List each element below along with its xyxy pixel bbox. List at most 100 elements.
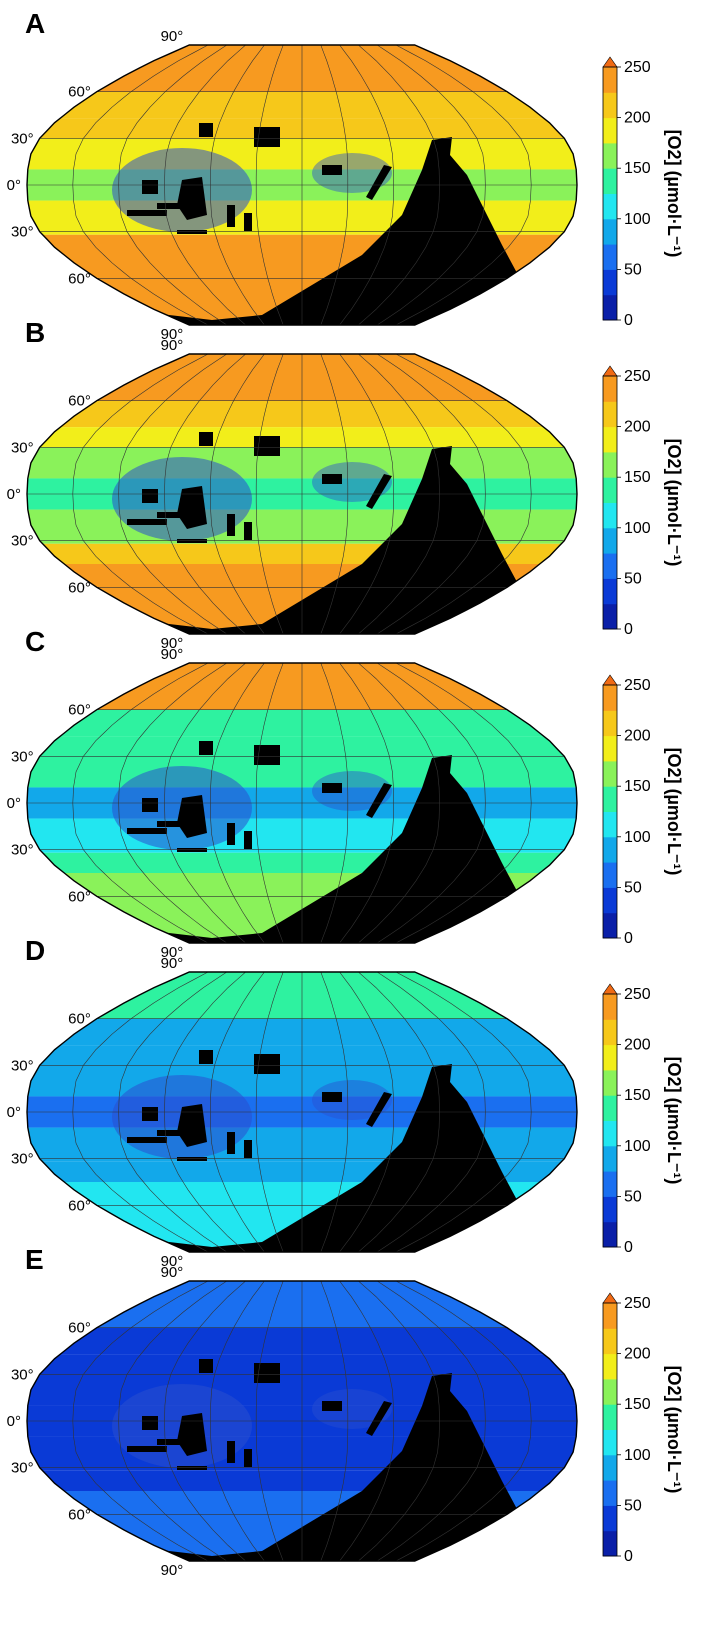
colorbar-frame — [602, 66, 618, 321]
colorbar-bin — [603, 142, 617, 169]
colorbar-title: [O2] (µmol·L⁻¹) — [664, 1366, 684, 1494]
colorbar-bin — [603, 193, 617, 220]
lat-label: 60° — [68, 1506, 91, 1523]
continent-land — [27, 137, 517, 325]
continent-land — [27, 1373, 517, 1561]
gridline-meridian — [164, 45, 246, 325]
gridline-meridian — [395, 45, 532, 325]
continent-land — [27, 755, 517, 943]
gridline-meridian — [395, 1281, 532, 1561]
colorbar-overflow — [602, 674, 618, 686]
gridline-meridian — [358, 972, 440, 1252]
island-land — [227, 205, 235, 227]
colorbar-tick-label: 200 — [624, 1346, 651, 1363]
island-land — [244, 1140, 252, 1158]
colorbar-title: [O2] (µmol·L⁻¹) — [664, 439, 684, 567]
gridline-meridian — [164, 1281, 246, 1561]
island-land — [254, 1363, 280, 1383]
colorbar-bin — [603, 836, 617, 863]
colorbar-bin — [603, 67, 617, 93]
gridline-meridian — [395, 354, 532, 634]
gridline-meridian — [255, 1281, 284, 1561]
gridline-meridian — [72, 1281, 209, 1561]
lat-label: 90° — [161, 1253, 184, 1270]
lat-label: 90° — [161, 1264, 184, 1281]
gridline-meridian — [377, 972, 486, 1252]
gridline-meridian — [209, 972, 265, 1252]
island-land — [157, 821, 182, 827]
gridline-meridian — [118, 972, 227, 1252]
colorbar-bin — [603, 168, 617, 194]
island-land — [142, 1416, 158, 1430]
low-oxygen-patch — [312, 1080, 392, 1120]
lat-label: 30° — [11, 130, 34, 147]
gridline-meridian — [395, 972, 532, 1252]
colorbar-tick-label: 250 — [624, 1295, 651, 1312]
island-land — [244, 831, 252, 849]
colorbar-bin — [603, 294, 617, 321]
island-land — [244, 1449, 252, 1467]
continent-land — [27, 1064, 517, 1252]
island-land — [199, 1359, 213, 1373]
island-land — [127, 828, 167, 834]
island-land — [254, 745, 280, 765]
colorbar-bin — [603, 269, 617, 296]
lat-label: 90° — [161, 944, 184, 961]
colorbar-tick-label: 250 — [624, 677, 651, 694]
panel-b: B 90° 60° 30° 0° 30° 60° 90° 0 50 100 150 200 250 [O2]… — [7, 317, 684, 652]
colorbar-bin — [603, 1044, 617, 1071]
colorbar-bin — [603, 1171, 617, 1197]
colorbar-bin — [603, 862, 617, 888]
colorbar-bin — [603, 426, 617, 453]
colorbar-bin — [603, 912, 617, 939]
gridline-meridian — [72, 972, 209, 1252]
gridline-meridian — [118, 663, 227, 943]
continent-land — [177, 177, 207, 220]
gridline-meridian — [339, 354, 395, 634]
gridline-meridian — [164, 663, 246, 943]
colorbar-tick-label: 250 — [624, 59, 651, 76]
colorbar-tick-label: 200 — [624, 110, 651, 127]
island-land — [127, 210, 167, 216]
panel-letter: A — [25, 8, 45, 39]
island-land — [227, 1441, 235, 1463]
island-land — [227, 823, 235, 845]
colorbar-bin — [603, 1069, 617, 1096]
lat-label: 30° — [11, 748, 34, 765]
colorbar-bin — [603, 376, 617, 402]
island-land — [177, 1157, 207, 1161]
colorbar-bin — [603, 1145, 617, 1172]
gridline-meridian — [209, 1281, 265, 1561]
lat-label: 30° — [11, 1366, 34, 1383]
gridline-meridian — [358, 45, 440, 325]
island-land — [254, 1054, 280, 1074]
lat-label: 0° — [7, 177, 21, 194]
colorbar-bin — [603, 760, 617, 787]
island-land — [52, 875, 64, 880]
gridline-meridian — [339, 45, 395, 325]
colorbar-tick-label: 50 — [624, 1188, 642, 1205]
lat-label: 0° — [7, 486, 21, 503]
gridline-meridian — [209, 354, 265, 634]
panel-a: A 90° 60° 30° 0° 30° 60° 90° 0 50 100 150 200 250 [O2]… — [7, 8, 684, 343]
continent-land — [177, 486, 207, 529]
panel-letter: E — [25, 1244, 44, 1275]
panel-letter: C — [25, 626, 45, 657]
colorbar-tick-label: 0 — [624, 312, 633, 329]
island-land — [199, 1050, 213, 1064]
island-land — [366, 474, 392, 509]
gridline-meridian — [320, 1281, 349, 1561]
island-land — [254, 436, 280, 456]
island-land — [127, 1446, 167, 1452]
colorbar-bin — [603, 1196, 617, 1223]
low-oxygen-patch — [312, 462, 392, 502]
colorbar-tick-label: 150 — [624, 1087, 651, 1104]
gridline-meridian — [395, 663, 532, 943]
island-land — [157, 512, 182, 518]
colorbar-bin — [603, 1429, 617, 1456]
low-oxygen-patch — [312, 153, 392, 193]
colorbar-bin — [603, 502, 617, 529]
lat-label: 30° — [11, 1057, 34, 1074]
colorbar-title: [O2] (µmol·L⁻¹) — [664, 130, 684, 258]
